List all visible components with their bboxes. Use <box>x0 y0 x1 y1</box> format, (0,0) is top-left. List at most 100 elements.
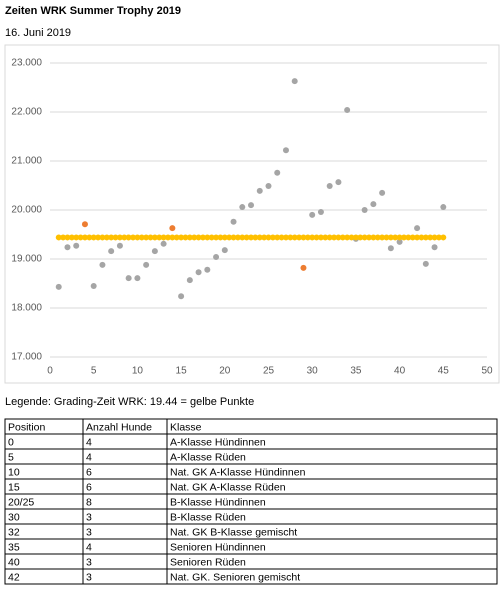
point <box>178 293 185 300</box>
point <box>274 169 281 176</box>
point <box>352 234 359 241</box>
table-cell <box>82 433 168 450</box>
point <box>427 234 434 241</box>
point <box>164 234 171 241</box>
point <box>309 211 316 218</box>
x-tick-label: 50 <box>481 366 493 377</box>
point <box>186 277 193 284</box>
point <box>396 238 403 245</box>
point <box>160 234 167 241</box>
table-cell <box>82 523 168 540</box>
point <box>125 234 132 241</box>
point <box>112 234 119 241</box>
y-tick-label: 19.000 <box>11 254 42 265</box>
point <box>213 234 220 241</box>
point <box>81 221 88 228</box>
cell-text: 4 <box>86 436 92 448</box>
point <box>383 234 390 241</box>
point <box>121 234 128 241</box>
point <box>64 244 71 251</box>
cell-text: 40 <box>8 556 20 568</box>
cell-text: 15 <box>8 481 20 493</box>
point <box>322 234 329 241</box>
point <box>392 234 399 241</box>
point <box>440 234 447 241</box>
point <box>73 242 80 249</box>
point <box>339 234 346 241</box>
point <box>361 234 368 241</box>
point <box>99 261 106 268</box>
point <box>440 204 447 211</box>
point <box>317 208 324 215</box>
cell-text: Klasse <box>170 421 202 433</box>
table-cell <box>166 418 498 435</box>
cell-text: 4 <box>86 451 92 463</box>
x-tick-label: 35 <box>350 366 362 377</box>
point <box>374 234 381 241</box>
table-cell <box>4 433 84 450</box>
point <box>138 234 145 241</box>
point <box>335 179 342 186</box>
point <box>103 234 110 241</box>
point <box>178 234 185 241</box>
point <box>418 234 425 241</box>
cell-text: 4 <box>86 541 92 553</box>
cell-text: A-Klasse Rüden <box>170 451 246 463</box>
point <box>68 234 75 241</box>
point <box>213 254 220 261</box>
cell-text: 6 <box>86 466 92 478</box>
point <box>274 234 281 241</box>
point <box>278 234 285 241</box>
cell-text: Nat. GK A-Klasse Rüden <box>170 481 286 493</box>
point <box>344 107 351 114</box>
point <box>169 225 176 232</box>
point <box>195 234 202 241</box>
point <box>243 234 250 241</box>
point <box>296 234 303 241</box>
cell-text: Nat. GK B-Klasse gemischt <box>170 526 297 538</box>
point <box>147 234 154 241</box>
cell-text: B-Klasse Hündinnen <box>170 496 266 508</box>
cell-text: Senioren Hündinnen <box>170 541 266 553</box>
y-tick-label: 21.000 <box>11 156 42 167</box>
cell-text: 35 <box>8 541 20 553</box>
cell-text: 10 <box>8 466 20 478</box>
cell-text: A-Klasse Hündinnen <box>170 436 266 448</box>
date: 16. Juni 2019 <box>5 27 71 39</box>
point <box>143 261 150 268</box>
point <box>151 234 158 241</box>
cell-text: 3 <box>86 571 92 583</box>
point <box>195 269 202 276</box>
chart-frame <box>4 44 500 384</box>
point <box>217 234 224 241</box>
point <box>291 78 298 85</box>
point <box>387 234 394 241</box>
point <box>248 202 255 209</box>
cell-text: Anzahl Hunde <box>86 421 152 433</box>
cell-text: Nat. GK A-Klasse Hündinnen <box>170 466 306 478</box>
point <box>130 234 137 241</box>
point <box>317 234 324 241</box>
point <box>400 234 407 241</box>
y-tick-label: 17.000 <box>11 352 42 363</box>
table-cell <box>82 493 168 510</box>
y-tick-label: 22.000 <box>11 107 42 118</box>
point <box>326 182 333 189</box>
point <box>151 248 158 255</box>
point <box>256 187 263 194</box>
point <box>282 147 289 154</box>
cell-text: 3 <box>86 526 92 538</box>
point <box>64 234 71 241</box>
point <box>252 234 259 241</box>
table-cell <box>82 538 168 555</box>
point <box>269 234 276 241</box>
point <box>108 248 115 255</box>
point <box>81 234 88 241</box>
point <box>379 189 386 196</box>
point <box>143 234 150 241</box>
cell-text: 0 <box>8 436 14 448</box>
point <box>304 234 311 241</box>
x-tick-label: 5 <box>91 366 97 377</box>
point <box>422 260 429 267</box>
